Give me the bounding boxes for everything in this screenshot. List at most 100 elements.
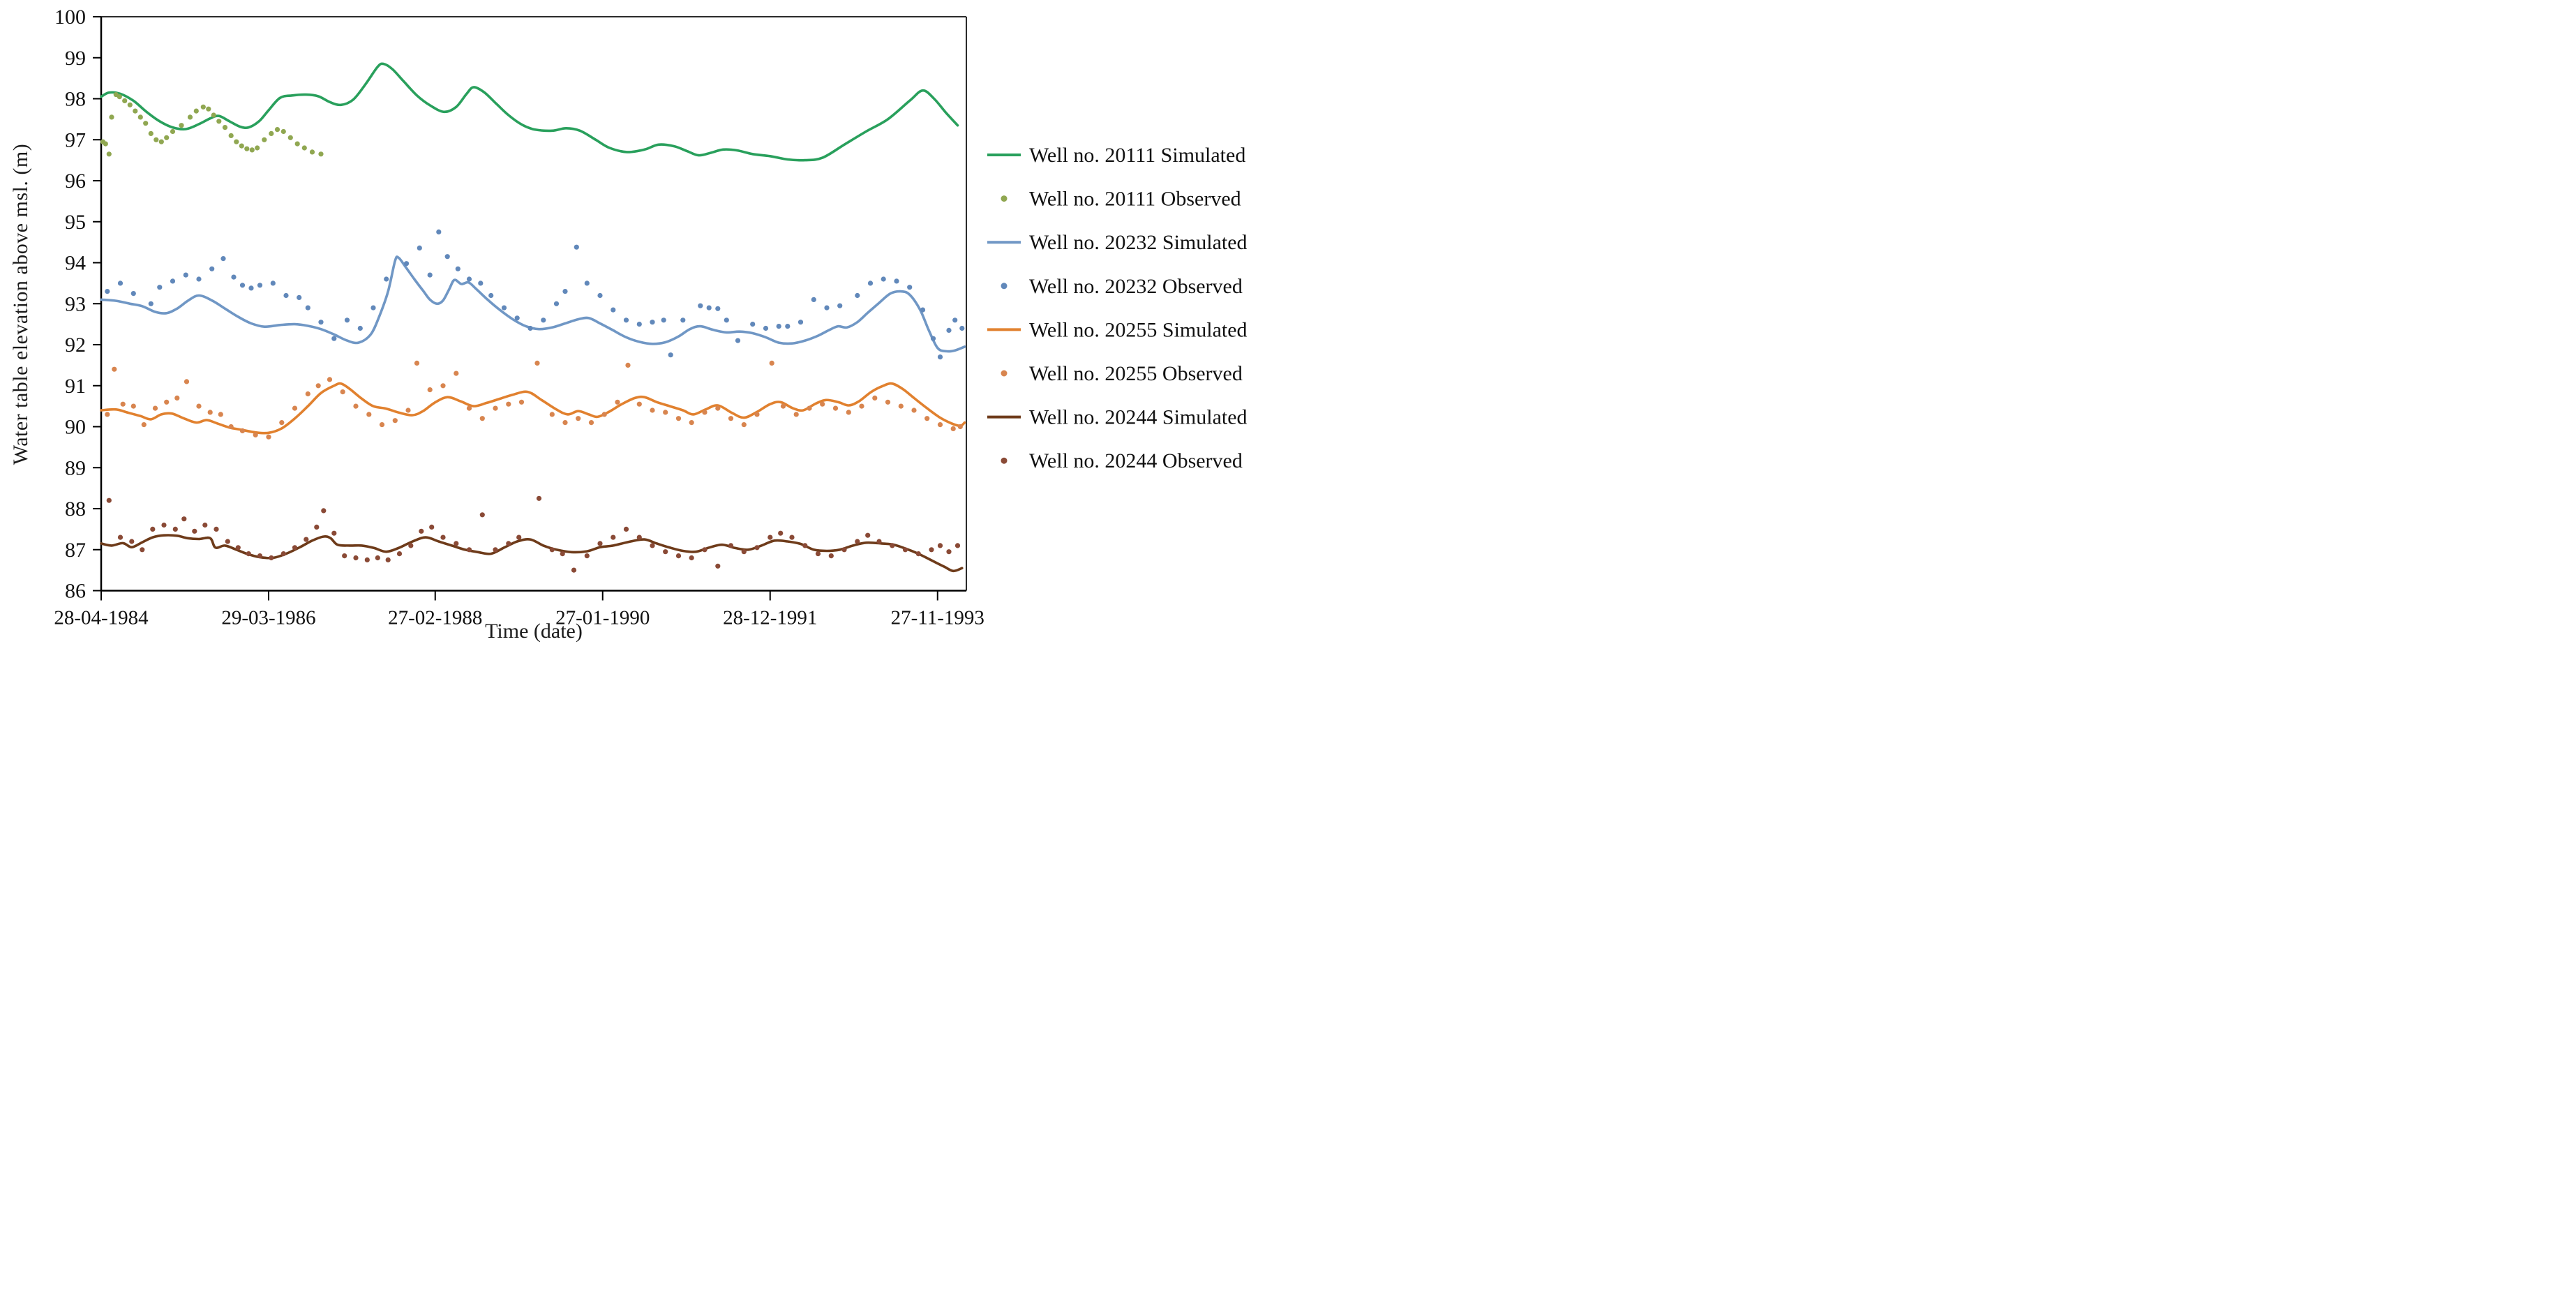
series-well-no-20232-observed-point <box>344 317 350 323</box>
series-well-no-20232-observed-point <box>427 272 433 278</box>
series-well-no-20232-observed-point <box>196 276 202 282</box>
series-well-no-20244-observed-point <box>440 534 446 540</box>
series-well-no-20232-observed-point <box>811 297 816 302</box>
x-tick-label: 28-04-1984 <box>54 607 149 629</box>
series-well-no-20255-observed-point <box>576 416 581 421</box>
series-well-no-20111-observed-point <box>269 130 274 136</box>
series-well-no-20244-observed-point <box>408 543 414 548</box>
series-well-no-20232-observed-point <box>455 266 460 271</box>
series-well-no-20244-simulated-line <box>100 534 964 573</box>
series-well-no-20255-observed-point <box>950 426 956 432</box>
series-well-no-20244-observed-point <box>364 557 370 563</box>
legend-swatch-well-no-20244-observed <box>1001 457 1008 464</box>
series-well-no-20244-observed-point <box>675 553 682 559</box>
series-well-no-20255-observed-point <box>379 422 385 428</box>
series-well-no-20255-observed-point <box>454 371 459 376</box>
series-well-no-20244-observed-point <box>466 547 472 553</box>
series-well-no-20244-observed-point <box>584 553 590 559</box>
series-well-no-20232-observed-point <box>797 320 804 325</box>
series-well-no-20111-observed-point <box>249 147 255 153</box>
series-well-no-20244-observed-point <box>754 545 760 551</box>
series-well-no-20244-observed-point <box>828 553 834 559</box>
series-well-no-20255-observed-point <box>846 410 851 415</box>
series-well-no-20255-observed-point <box>366 412 372 417</box>
x-tick-label: 27-11-1993 <box>891 607 984 629</box>
series-well-no-20232-observed-point <box>183 272 188 278</box>
series-well-no-20255-observed-point <box>715 405 721 411</box>
series-well-no-20255-observed-point <box>957 424 963 430</box>
series-well-no-20232-observed-point <box>370 305 376 311</box>
series-well-no-20111-observed-point <box>193 108 199 114</box>
series-well-no-20232-observed-point <box>148 301 153 306</box>
series-well-no-20232-observed-point <box>209 266 215 271</box>
series-well-no-20255-observed-point <box>112 366 117 372</box>
series-well-no-20232-observed-point <box>680 317 686 323</box>
series-well-no-20111-observed-point <box>309 149 315 155</box>
series-well-no-20111-observed-point <box>153 137 159 142</box>
series-well-no-20111-observed-point <box>133 108 138 114</box>
series-well-no-20244-observed-point <box>214 526 219 532</box>
series-well-no-20255-observed-point <box>152 405 158 411</box>
series-well-no-20232-observed-point <box>959 325 965 331</box>
series-well-no-20255-observed-point <box>130 403 136 409</box>
series-well-no-20111-observed-point <box>255 145 260 151</box>
series-well-no-20244-observed-point <box>549 547 555 553</box>
series-well-no-20232-observed-point <box>855 292 860 299</box>
series-well-no-20244-observed-point <box>493 547 498 553</box>
series-well-no-20111-observed-point <box>216 119 222 124</box>
legend-swatch-well-no-20232-observed <box>1001 283 1008 290</box>
series-well-no-20111-observed-point <box>127 102 133 107</box>
series-well-no-20255-observed-point <box>885 399 891 405</box>
series-well-no-20244-observed-point <box>375 555 380 561</box>
series-well-no-20255-observed-point <box>793 412 799 417</box>
series-well-no-20244-observed-point <box>778 530 784 536</box>
series-well-no-20232-observed-point <box>574 244 579 250</box>
series-well-no-20244-observed-point <box>636 534 642 540</box>
series-well-no-20244-observed-point <box>385 557 391 563</box>
series-well-no-20244-observed-point <box>257 553 263 559</box>
series-well-no-20244-observed-point <box>715 563 721 569</box>
legend-item-label: Well no. 20232 Simulated <box>1029 231 1248 254</box>
series-well-no-20255-observed-point <box>832 405 839 411</box>
series-well-no-20232-observed-point <box>130 291 136 297</box>
series-well-no-20255-observed-point <box>340 389 345 395</box>
series-well-no-20111-observed-point <box>211 112 216 118</box>
series-well-no-20255-observed-point <box>184 379 190 384</box>
series-well-no-20244-observed-point <box>650 543 655 548</box>
series-well-no-20244-observed-point <box>841 547 847 553</box>
series-well-no-20244-observed-point <box>321 508 327 514</box>
y-tick-label: 88 <box>65 498 86 521</box>
series-well-no-20244-observed-point <box>342 553 347 559</box>
series-well-no-20232-observed-point <box>444 254 450 260</box>
y-tick-label: 95 <box>65 211 86 234</box>
series-well-no-20255-observed-point <box>625 362 631 368</box>
series-well-no-20232-observed-point <box>824 305 830 311</box>
series-well-no-20244-observed-point <box>353 555 359 561</box>
series-well-no-20255-observed-point <box>898 403 904 409</box>
series-well-no-20111-observed-point <box>287 135 293 140</box>
legend-item-label: Well no. 20255 Observed <box>1029 362 1243 385</box>
series-well-no-20244-observed-point <box>802 543 808 548</box>
series-well-no-20255-observed-point <box>754 412 760 417</box>
series-well-no-20244-observed-point <box>946 549 952 555</box>
series-well-no-20255-observed-point <box>196 403 202 409</box>
series-well-no-20232-observed-point <box>611 307 616 313</box>
series-well-no-20111-observed-point <box>228 133 234 138</box>
series-well-no-20232-observed-point <box>527 325 533 331</box>
series-well-no-20244-observed-point <box>506 541 511 546</box>
series-well-no-20232-observed-point <box>231 274 237 280</box>
series-well-no-20111-observed-point <box>122 98 128 103</box>
series-well-no-20255-observed-point <box>636 401 642 407</box>
series-well-no-20255-observed-point <box>518 399 525 405</box>
series-well-no-20255-observed-point <box>769 360 774 366</box>
series-well-no-20232-observed-point <box>930 336 936 341</box>
series-well-no-20244-observed-point <box>937 543 943 548</box>
series-well-no-20255-observed-point <box>924 416 930 421</box>
y-axis-title: Water table elevation above msl. (m) <box>9 143 32 465</box>
series-well-no-20232-observed-point <box>776 324 781 329</box>
series-well-no-20244-observed-point <box>865 532 871 538</box>
series-well-no-20232-observed-point <box>937 354 943 360</box>
series-well-no-20255-observed-point <box>807 405 812 411</box>
series-well-no-20232-observed-point <box>436 229 442 234</box>
series-well-no-20232-observed-point <box>384 276 389 282</box>
